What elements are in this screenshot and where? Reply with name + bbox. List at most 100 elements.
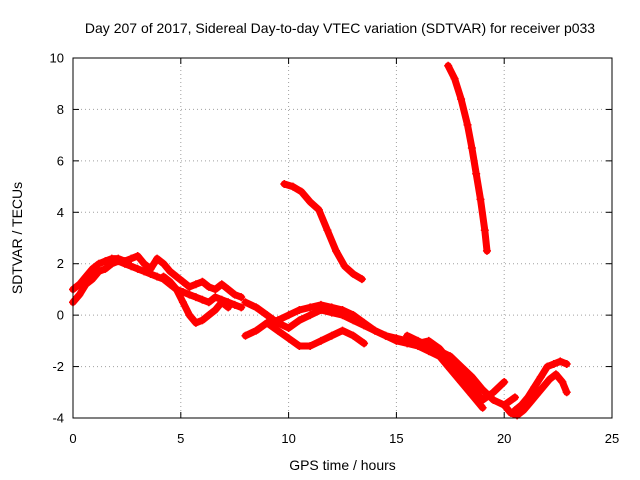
data-point — [316, 300, 325, 309]
chart-title: Day 207 of 2017, Sidereal Day-to-day VTE… — [85, 20, 595, 36]
series-arc-9 — [403, 331, 519, 410]
data-point — [450, 74, 459, 83]
data-point — [288, 182, 297, 191]
data-point — [562, 388, 571, 397]
data-point — [517, 401, 526, 410]
data-point — [280, 180, 289, 188]
data-point — [178, 277, 187, 286]
data-point — [480, 226, 489, 235]
data-point — [338, 326, 347, 335]
data-point — [467, 390, 476, 399]
data-point — [446, 365, 455, 374]
data-point — [500, 401, 509, 410]
data-point — [198, 295, 207, 304]
data-point — [327, 303, 336, 312]
data-point — [273, 326, 282, 335]
x-tick-label: 5 — [177, 431, 184, 446]
data-point — [172, 272, 181, 281]
data-point — [153, 254, 162, 263]
data-point — [463, 120, 472, 129]
data-point — [241, 298, 250, 307]
data-point — [338, 306, 347, 314]
data-point — [120, 257, 129, 266]
data-point — [284, 334, 293, 343]
x-tick-label: 20 — [497, 431, 511, 446]
data-point — [403, 339, 412, 348]
data-point — [204, 282, 213, 291]
data-point — [204, 298, 213, 307]
data-point — [297, 187, 306, 196]
x-tick-label: 15 — [389, 431, 403, 446]
data-point — [489, 388, 498, 397]
data-point — [198, 316, 207, 325]
series-line — [444, 62, 491, 255]
data-point — [446, 352, 455, 361]
data-point — [252, 326, 261, 335]
data-point — [457, 95, 466, 104]
y-tick-label: 6 — [57, 153, 64, 168]
data-point — [241, 331, 250, 340]
x-tick-label: 0 — [69, 431, 76, 446]
series-arc-11 — [510, 357, 571, 415]
axis-ticks: 0 5 10 15 20 25 -4 -2 0 2 4 6 8 10 — [50, 51, 620, 447]
data-point — [558, 378, 567, 386]
data-point — [273, 316, 282, 325]
data-point — [211, 306, 220, 314]
data-point — [323, 226, 332, 235]
data-point — [94, 267, 103, 276]
y-tick-label: -2 — [52, 359, 64, 374]
data-point — [191, 280, 200, 289]
data-point — [360, 339, 369, 348]
data-point — [191, 293, 200, 302]
data-point — [204, 311, 213, 320]
data-point — [306, 303, 315, 312]
x-axis-label: GPS time / hours — [289, 457, 396, 473]
data-point — [295, 306, 304, 314]
series-line — [280, 180, 366, 283]
data-point — [140, 259, 149, 268]
data-point — [94, 259, 103, 268]
series-arc-2 — [69, 252, 246, 302]
data-point — [140, 267, 149, 276]
y-axis-label: SDTVAR / TECUs — [9, 182, 25, 294]
data-point — [476, 195, 485, 204]
series-line — [263, 319, 368, 350]
data-point — [472, 169, 481, 178]
data-point — [224, 303, 233, 312]
data-point — [159, 259, 168, 268]
y-tick-label: 0 — [57, 308, 64, 323]
data-point — [482, 246, 491, 255]
data-point — [536, 372, 545, 381]
data-point — [510, 393, 519, 402]
data-point — [252, 303, 261, 312]
data-point — [532, 390, 541, 399]
data-point — [327, 331, 336, 340]
data-point — [530, 383, 539, 392]
data-point — [478, 385, 487, 394]
data-point — [500, 378, 509, 386]
data-point — [166, 277, 175, 286]
data-point — [172, 285, 181, 294]
data-point — [349, 331, 358, 340]
data-point — [75, 290, 84, 299]
data-point — [295, 342, 304, 350]
data-point — [224, 285, 233, 294]
data-point — [444, 61, 453, 70]
data-point — [133, 264, 142, 273]
y-tick-label: 10 — [50, 51, 64, 66]
data-point — [211, 293, 220, 302]
data-point — [349, 311, 358, 320]
data-point — [478, 403, 487, 412]
data-point — [88, 264, 97, 273]
data-point — [424, 342, 433, 350]
data-point — [306, 198, 315, 206]
y-tick-label: 4 — [57, 205, 64, 220]
y-tick-label: 2 — [57, 256, 64, 271]
data-point — [349, 270, 358, 278]
data-point — [198, 277, 207, 286]
plot-frame — [72, 57, 613, 419]
data-point — [230, 290, 239, 299]
data-point — [230, 300, 239, 309]
data-point — [545, 375, 554, 384]
data-point — [457, 378, 466, 386]
